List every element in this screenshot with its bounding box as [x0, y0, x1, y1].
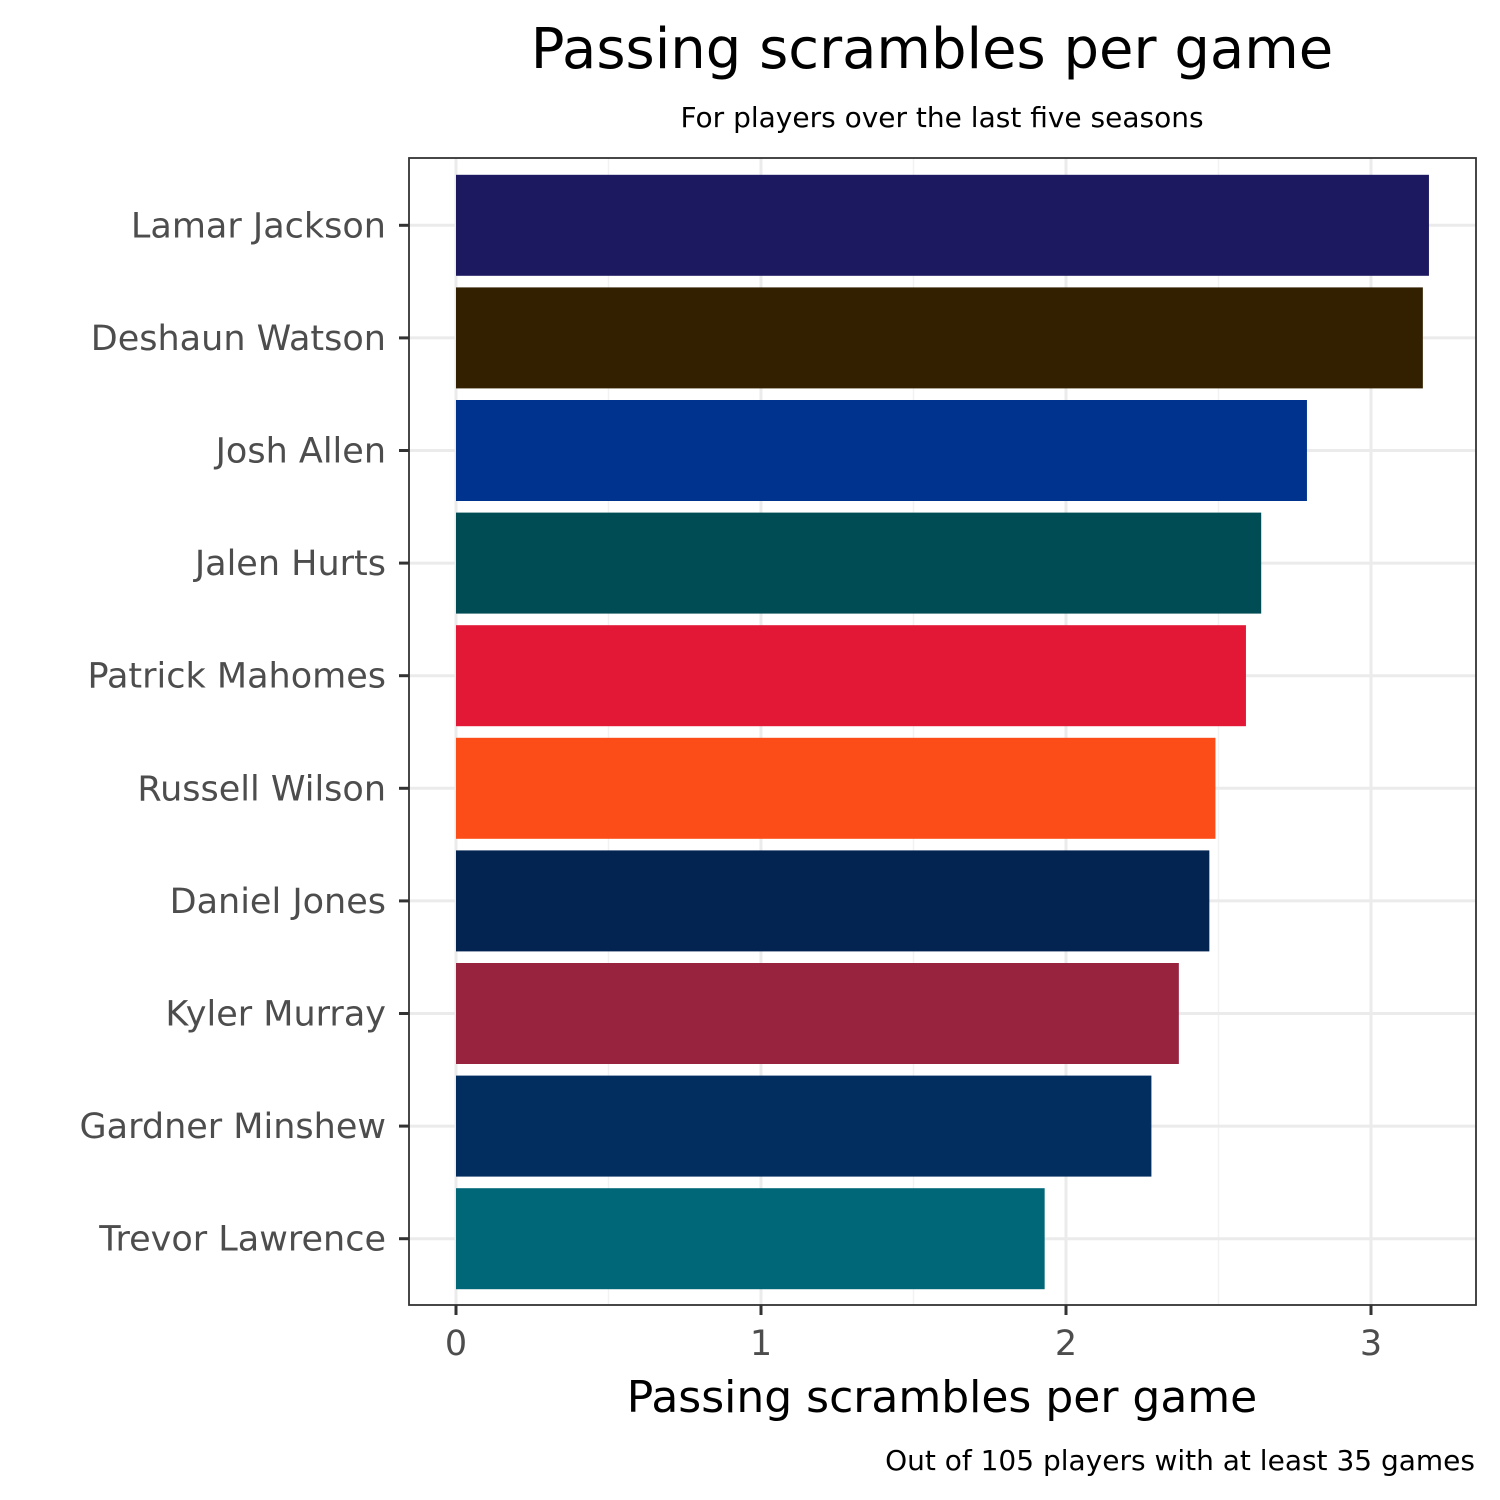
bar [456, 625, 1246, 727]
bars [456, 174, 1429, 1290]
bar [456, 1188, 1045, 1290]
x-tick-label: 3 [1360, 1324, 1382, 1364]
chart-title: Passing scrambles per game [531, 17, 1333, 82]
y-tick-label: Josh Allen [214, 432, 386, 472]
bar [456, 512, 1262, 614]
x-axis-title: Passing scrambles per game [627, 1372, 1257, 1423]
x-tick-label: 0 [445, 1324, 467, 1364]
chart-subtitle: For players over the last five seasons [680, 101, 1203, 134]
plot-border [408, 157, 1477, 1306]
y-tick-label: Trevor Lawrence [98, 1220, 386, 1260]
y-tick-label: Patrick Mahomes [87, 657, 386, 697]
bar [456, 737, 1216, 839]
bar [456, 287, 1423, 389]
x-tick-label: 2 [1055, 1324, 1077, 1364]
bar [456, 1075, 1152, 1177]
bar [456, 174, 1429, 276]
axes: Lamar Jackson Deshaun Watson Josh Allen Jal… [80, 206, 1383, 1364]
y-tick-label: Jalen Hurts [193, 544, 386, 584]
y-tick-label: Daniel Jones [170, 882, 386, 922]
y-tick-label: Lamar Jackson [131, 206, 386, 246]
y-tick-label: Gardner Minshew [80, 1107, 386, 1147]
y-tick-label: Deshaun Watson [91, 319, 386, 359]
y-tick-label: Kyler Murray [165, 995, 386, 1035]
bar [456, 963, 1179, 1064]
bar [456, 400, 1307, 501]
chart-caption: Out of 105 players with at least 35 game… [885, 1444, 1475, 1477]
bar [456, 850, 1210, 952]
x-tick-label: 1 [750, 1324, 772, 1364]
y-tick-label: Russell Wilson [137, 769, 386, 809]
